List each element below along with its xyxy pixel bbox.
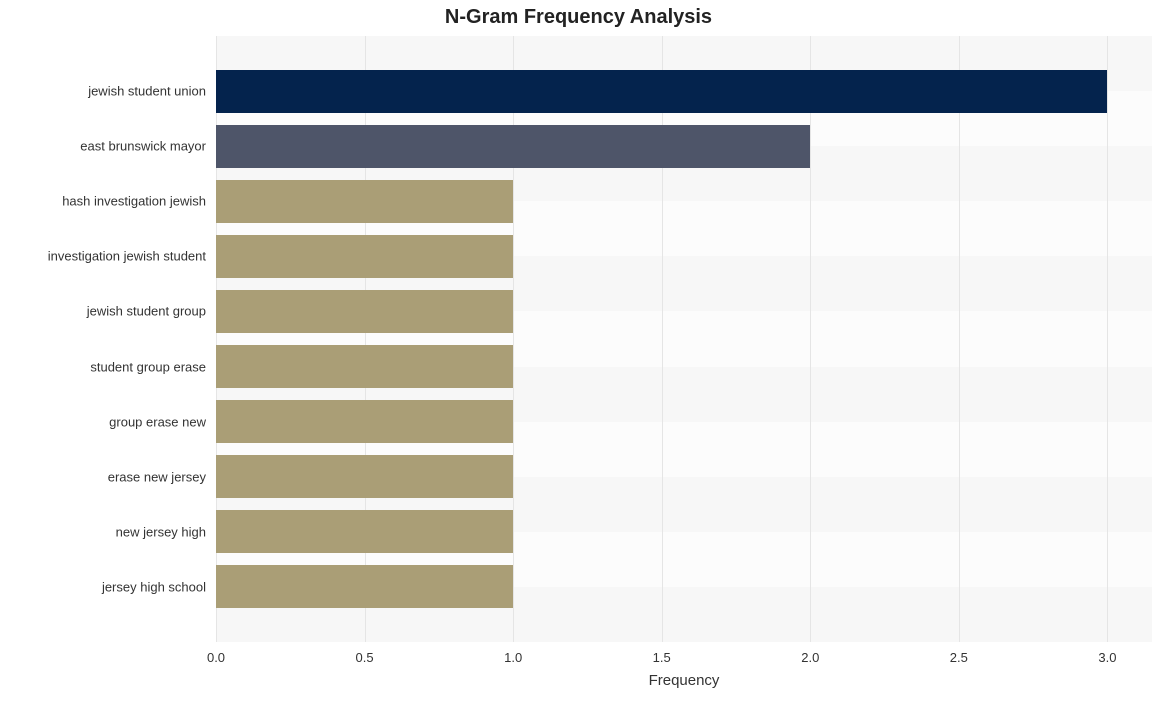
y-tick-label: jewish student group bbox=[0, 304, 206, 319]
bar bbox=[216, 565, 513, 608]
bar bbox=[216, 400, 513, 443]
gridline bbox=[959, 36, 960, 642]
y-tick-label: student group erase bbox=[0, 359, 206, 374]
bar bbox=[216, 125, 810, 168]
bar bbox=[216, 180, 513, 223]
y-tick-label: jersey high school bbox=[0, 579, 206, 594]
ngram-chart: N-Gram Frequency Analysis Frequency 0.0 0… bbox=[0, 0, 1157, 701]
x-tick-label: 2.5 bbox=[950, 650, 968, 665]
y-tick-label: jewish student union bbox=[0, 84, 206, 99]
x-tick-label: 0.5 bbox=[356, 650, 374, 665]
y-tick-label: hash investigation jewish bbox=[0, 194, 206, 209]
bar bbox=[216, 235, 513, 278]
bar bbox=[216, 510, 513, 553]
gridline bbox=[810, 36, 811, 642]
bar bbox=[216, 70, 1107, 113]
bar bbox=[216, 290, 513, 333]
x-tick-label: 1.0 bbox=[504, 650, 522, 665]
gridline bbox=[1107, 36, 1108, 642]
y-tick-label: investigation jewish student bbox=[0, 249, 206, 264]
y-tick-label: erase new jersey bbox=[0, 469, 206, 484]
y-tick-label: group erase new bbox=[0, 414, 206, 429]
x-tick-label: 2.0 bbox=[801, 650, 819, 665]
bar bbox=[216, 345, 513, 388]
x-axis-label: Frequency bbox=[216, 672, 1152, 689]
y-tick-label: new jersey high bbox=[0, 524, 206, 539]
plot-area bbox=[216, 36, 1152, 642]
chart-title: N-Gram Frequency Analysis bbox=[0, 6, 1157, 29]
x-tick-label: 1.5 bbox=[653, 650, 671, 665]
x-tick-label: 3.0 bbox=[1098, 650, 1116, 665]
bar bbox=[216, 455, 513, 498]
x-tick-label: 0.0 bbox=[207, 650, 225, 665]
y-tick-label: east brunswick mayor bbox=[0, 139, 206, 154]
